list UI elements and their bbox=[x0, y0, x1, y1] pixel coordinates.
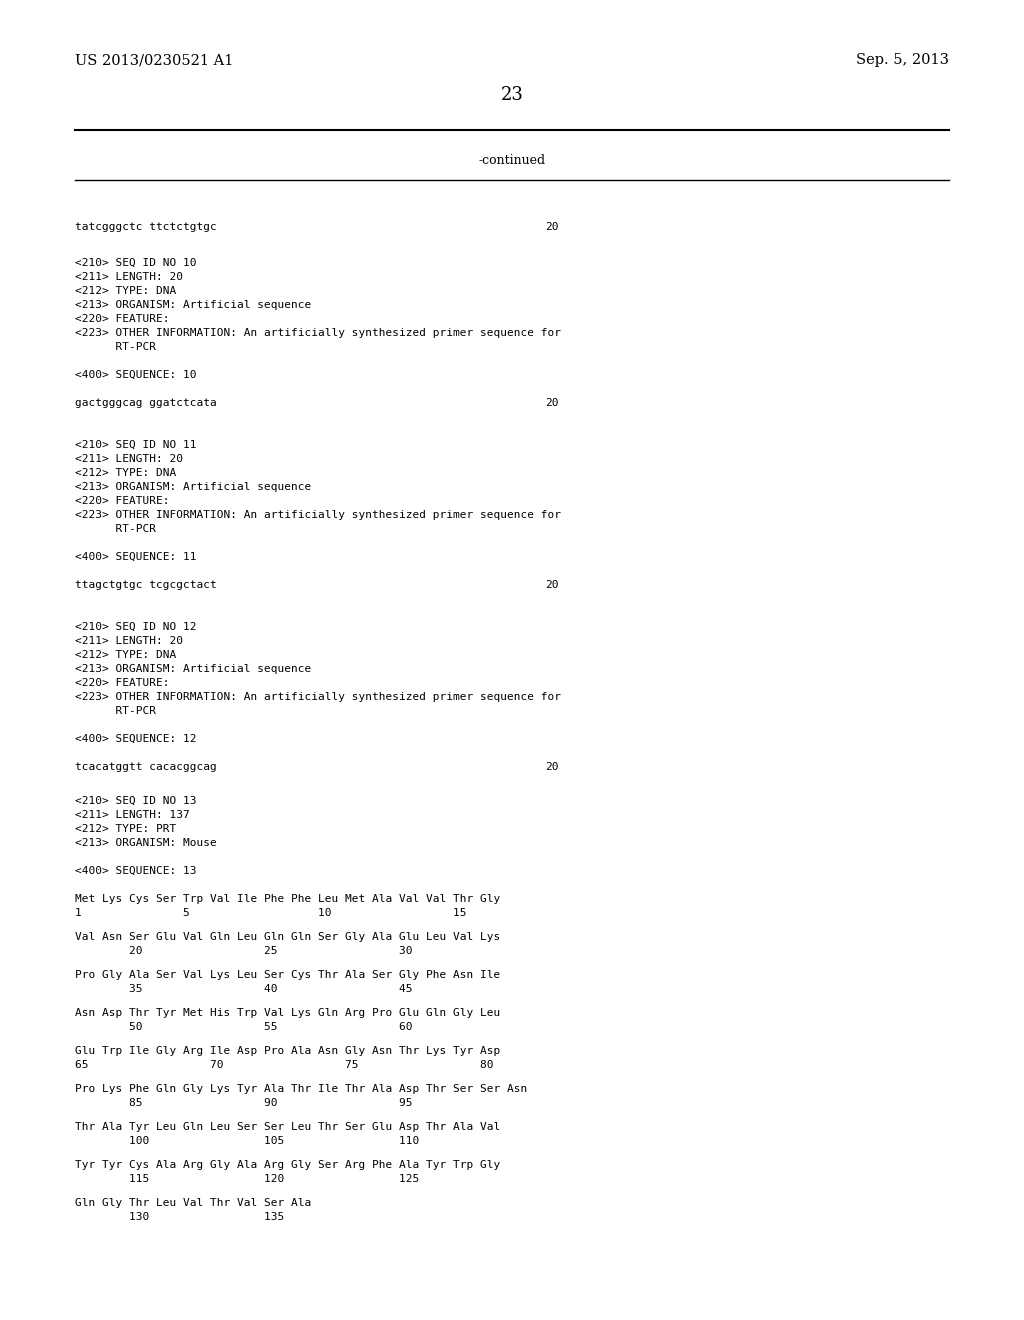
Text: RT-PCR: RT-PCR bbox=[75, 524, 156, 535]
Text: <213> ORGANISM: Mouse: <213> ORGANISM: Mouse bbox=[75, 838, 217, 847]
Text: 20: 20 bbox=[545, 579, 558, 590]
Text: Asn Asp Thr Tyr Met His Trp Val Lys Gln Arg Pro Glu Gln Gly Leu: Asn Asp Thr Tyr Met His Trp Val Lys Gln … bbox=[75, 1008, 501, 1018]
Text: tatcgggctc ttctctgtgc: tatcgggctc ttctctgtgc bbox=[75, 222, 217, 232]
Text: ttagctgtgc tcgcgctact: ttagctgtgc tcgcgctact bbox=[75, 579, 217, 590]
Text: tcacatggtt cacacggcag: tcacatggtt cacacggcag bbox=[75, 762, 217, 772]
Text: <223> OTHER INFORMATION: An artificially synthesized primer sequence for: <223> OTHER INFORMATION: An artificially… bbox=[75, 510, 561, 520]
Text: <212> TYPE: DNA: <212> TYPE: DNA bbox=[75, 286, 176, 296]
Text: 85                  90                  95: 85 90 95 bbox=[75, 1098, 413, 1107]
Text: Met Lys Cys Ser Trp Val Ile Phe Phe Leu Met Ala Val Val Thr Gly: Met Lys Cys Ser Trp Val Ile Phe Phe Leu … bbox=[75, 894, 501, 904]
Text: 20: 20 bbox=[545, 399, 558, 408]
Text: <210> SEQ ID NO 12: <210> SEQ ID NO 12 bbox=[75, 622, 197, 632]
Text: Pro Lys Phe Gln Gly Lys Tyr Ala Thr Ile Thr Ala Asp Thr Ser Ser Asn: Pro Lys Phe Gln Gly Lys Tyr Ala Thr Ile … bbox=[75, 1084, 527, 1094]
Text: <220> FEATURE:: <220> FEATURE: bbox=[75, 314, 170, 323]
Text: gactgggcag ggatctcata: gactgggcag ggatctcata bbox=[75, 399, 217, 408]
Text: Glu Trp Ile Gly Arg Ile Asp Pro Ala Asn Gly Asn Thr Lys Tyr Asp: Glu Trp Ile Gly Arg Ile Asp Pro Ala Asn … bbox=[75, 1045, 501, 1056]
Text: RT-PCR: RT-PCR bbox=[75, 342, 156, 352]
Text: 100                 105                 110: 100 105 110 bbox=[75, 1137, 419, 1146]
Text: 20: 20 bbox=[545, 762, 558, 772]
Text: <211> LENGTH: 20: <211> LENGTH: 20 bbox=[75, 454, 183, 465]
Text: 115                 120                 125: 115 120 125 bbox=[75, 1173, 419, 1184]
Text: <223> OTHER INFORMATION: An artificially synthesized primer sequence for: <223> OTHER INFORMATION: An artificially… bbox=[75, 692, 561, 702]
Text: 23: 23 bbox=[501, 86, 523, 104]
Text: Thr Ala Tyr Leu Gln Leu Ser Ser Leu Thr Ser Glu Asp Thr Ala Val: Thr Ala Tyr Leu Gln Leu Ser Ser Leu Thr … bbox=[75, 1122, 501, 1133]
Text: <210> SEQ ID NO 11: <210> SEQ ID NO 11 bbox=[75, 440, 197, 450]
Text: <210> SEQ ID NO 13: <210> SEQ ID NO 13 bbox=[75, 796, 197, 807]
Text: Gln Gly Thr Leu Val Thr Val Ser Ala: Gln Gly Thr Leu Val Thr Val Ser Ala bbox=[75, 1199, 311, 1208]
Text: <400> SEQUENCE: 10: <400> SEQUENCE: 10 bbox=[75, 370, 197, 380]
Text: <212> TYPE: DNA: <212> TYPE: DNA bbox=[75, 469, 176, 478]
Text: US 2013/0230521 A1: US 2013/0230521 A1 bbox=[75, 53, 233, 67]
Text: 130                 135: 130 135 bbox=[75, 1212, 285, 1222]
Text: 20                  25                  30: 20 25 30 bbox=[75, 946, 413, 956]
Text: <400> SEQUENCE: 12: <400> SEQUENCE: 12 bbox=[75, 734, 197, 744]
Text: <211> LENGTH: 20: <211> LENGTH: 20 bbox=[75, 272, 183, 282]
Text: <220> FEATURE:: <220> FEATURE: bbox=[75, 496, 170, 506]
Text: 20: 20 bbox=[545, 222, 558, 232]
Text: <212> TYPE: PRT: <212> TYPE: PRT bbox=[75, 824, 176, 834]
Text: <213> ORGANISM: Artificial sequence: <213> ORGANISM: Artificial sequence bbox=[75, 482, 311, 492]
Text: <211> LENGTH: 137: <211> LENGTH: 137 bbox=[75, 810, 189, 820]
Text: 1               5                   10                  15: 1 5 10 15 bbox=[75, 908, 467, 917]
Text: 65                  70                  75                  80: 65 70 75 80 bbox=[75, 1060, 494, 1071]
Text: <211> LENGTH: 20: <211> LENGTH: 20 bbox=[75, 636, 183, 645]
Text: <212> TYPE: DNA: <212> TYPE: DNA bbox=[75, 649, 176, 660]
Text: Tyr Tyr Cys Ala Arg Gly Ala Arg Gly Ser Arg Phe Ala Tyr Trp Gly: Tyr Tyr Cys Ala Arg Gly Ala Arg Gly Ser … bbox=[75, 1160, 501, 1170]
Text: Val Asn Ser Glu Val Gln Leu Gln Gln Ser Gly Ala Glu Leu Val Lys: Val Asn Ser Glu Val Gln Leu Gln Gln Ser … bbox=[75, 932, 501, 942]
Text: -continued: -continued bbox=[478, 153, 546, 166]
Text: RT-PCR: RT-PCR bbox=[75, 706, 156, 715]
Text: <210> SEQ ID NO 10: <210> SEQ ID NO 10 bbox=[75, 257, 197, 268]
Text: <223> OTHER INFORMATION: An artificially synthesized primer sequence for: <223> OTHER INFORMATION: An artificially… bbox=[75, 327, 561, 338]
Text: Pro Gly Ala Ser Val Lys Leu Ser Cys Thr Ala Ser Gly Phe Asn Ile: Pro Gly Ala Ser Val Lys Leu Ser Cys Thr … bbox=[75, 970, 501, 979]
Text: Sep. 5, 2013: Sep. 5, 2013 bbox=[856, 53, 949, 67]
Text: <213> ORGANISM: Artificial sequence: <213> ORGANISM: Artificial sequence bbox=[75, 664, 311, 675]
Text: <400> SEQUENCE: 13: <400> SEQUENCE: 13 bbox=[75, 866, 197, 876]
Text: <400> SEQUENCE: 11: <400> SEQUENCE: 11 bbox=[75, 552, 197, 562]
Text: 35                  40                  45: 35 40 45 bbox=[75, 983, 413, 994]
Text: <220> FEATURE:: <220> FEATURE: bbox=[75, 678, 170, 688]
Text: <213> ORGANISM: Artificial sequence: <213> ORGANISM: Artificial sequence bbox=[75, 300, 311, 310]
Text: 50                  55                  60: 50 55 60 bbox=[75, 1022, 413, 1032]
